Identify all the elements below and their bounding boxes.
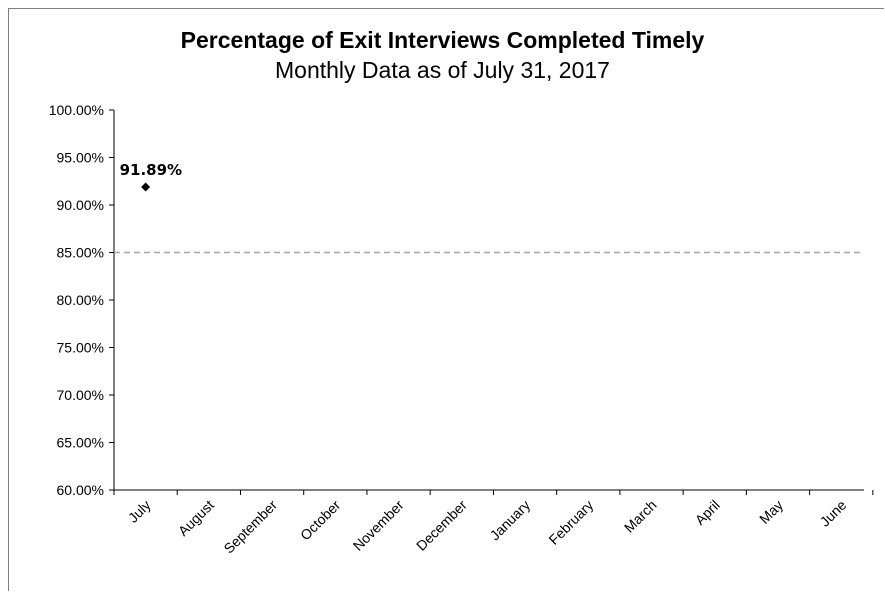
x-tick-label: January [487, 497, 534, 544]
x-tick-label: July [125, 497, 154, 526]
x-tick-label: May [756, 497, 786, 527]
data-point [141, 182, 151, 192]
x-tick-label: April [692, 497, 723, 528]
y-tick-label: 70.00% [57, 387, 104, 403]
x-tick-label: September [220, 497, 280, 557]
y-tick-label: 95.00% [57, 150, 104, 166]
x-tick-label: June [817, 497, 850, 530]
y-tick-label: 85.00% [57, 245, 104, 261]
y-tick-label: 80.00% [57, 292, 104, 308]
chart-subtitle: Monthly Data as of July 31, 2017 [275, 57, 610, 83]
chart-area [8, 8, 884, 591]
data-label: 91.89% [120, 161, 182, 179]
y-tick-label: 90.00% [57, 197, 104, 213]
x-tick-label: November [350, 497, 407, 554]
y-tick-label: 100.00% [49, 102, 104, 118]
x-tick-label: March [621, 497, 660, 536]
x-tick-label: August [175, 497, 217, 539]
x-tick-label: October [297, 497, 344, 544]
y-tick-label: 60.00% [57, 482, 104, 498]
x-tick-label: December [413, 497, 470, 554]
chart-title: Percentage of Exit Interviews Completed … [180, 27, 705, 53]
y-tick-label: 75.00% [57, 340, 104, 356]
y-tick-label: 65.00% [57, 435, 104, 451]
x-tick-label: February [545, 497, 596, 548]
